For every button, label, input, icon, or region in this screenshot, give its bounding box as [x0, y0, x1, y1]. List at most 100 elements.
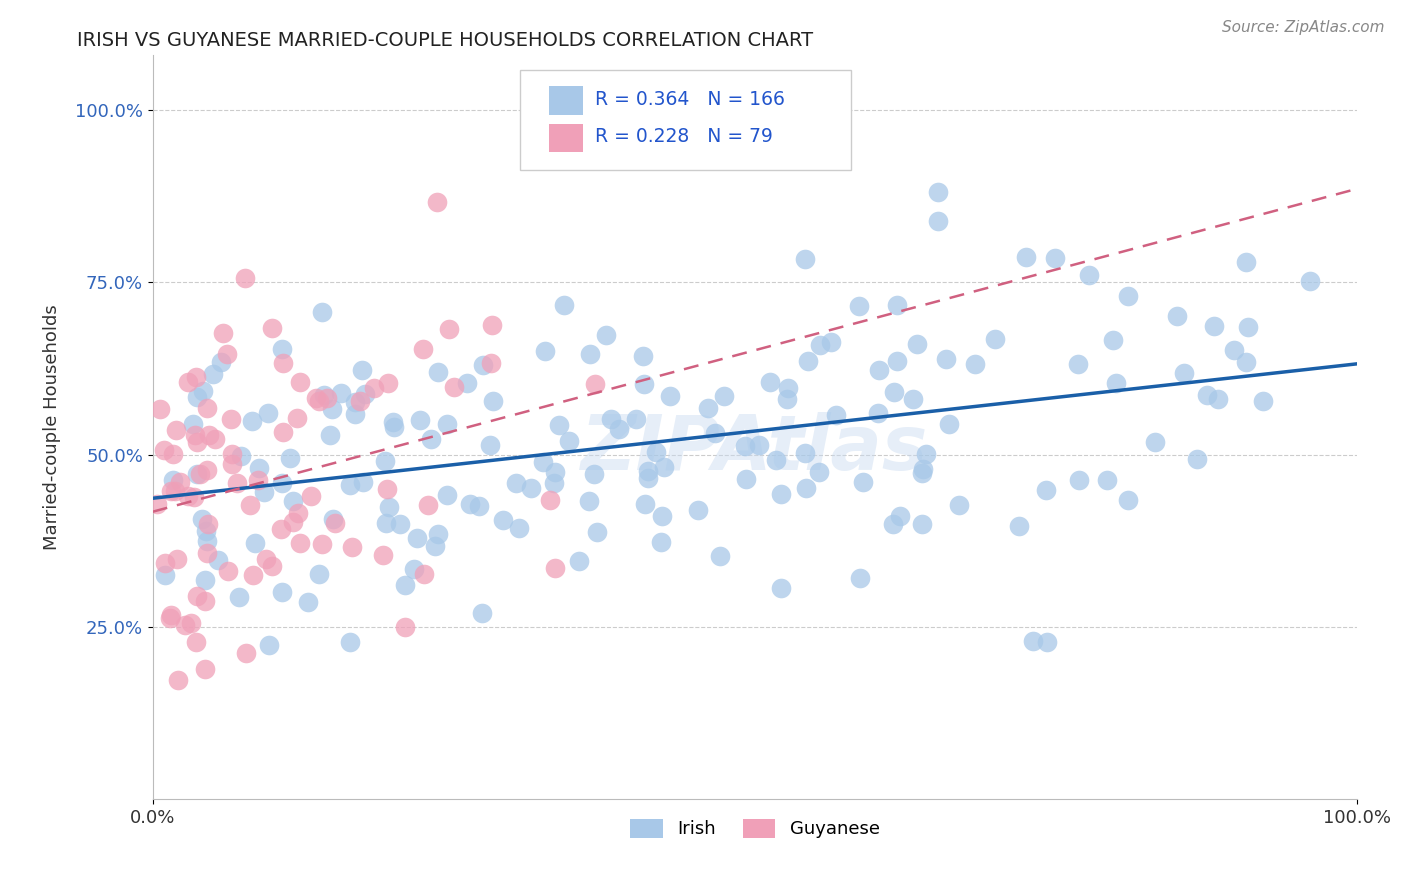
Point — [352, 475, 374, 490]
Point — [1299, 274, 1322, 288]
Point — [1185, 451, 1208, 466]
Point — [246, 473, 269, 487]
Point — [190, 512, 212, 526]
Point — [290, 376, 312, 390]
Point — [195, 546, 218, 560]
Point — [825, 408, 848, 422]
Point — [770, 582, 793, 596]
Point — [159, 607, 181, 622]
Point — [207, 553, 229, 567]
Point — [394, 578, 416, 592]
Point — [696, 401, 718, 415]
Point — [226, 475, 249, 490]
Point — [270, 585, 292, 599]
Point — [314, 388, 336, 402]
Point — [197, 516, 219, 531]
Point — [1197, 387, 1219, 401]
Point — [159, 610, 181, 624]
Point — [253, 485, 276, 500]
Point — [260, 559, 283, 574]
Point — [468, 500, 491, 514]
Y-axis label: Married-couple Households: Married-couple Households — [44, 304, 60, 549]
Point — [217, 565, 239, 579]
Point — [645, 445, 668, 459]
Point — [186, 590, 208, 604]
Text: IRISH VS GUYANESE MARRIED-COUPLE HOUSEHOLDS CORRELATION CHART: IRISH VS GUYANESE MARRIED-COUPLE HOUSEHO… — [77, 31, 814, 50]
Point — [868, 406, 890, 420]
Point — [583, 376, 606, 391]
Point — [935, 352, 957, 367]
Point — [634, 497, 657, 511]
Point — [703, 426, 725, 441]
Point — [162, 473, 184, 487]
Point — [297, 595, 319, 609]
Point — [794, 481, 817, 495]
Point — [1067, 357, 1090, 371]
Point — [177, 376, 200, 390]
Point — [194, 573, 217, 587]
Point — [531, 455, 554, 469]
Point — [436, 488, 458, 502]
Point — [882, 516, 904, 531]
Point — [186, 467, 208, 481]
Point — [558, 434, 581, 449]
Text: ZIPAtlas: ZIPAtlas — [581, 412, 928, 486]
Point — [927, 186, 949, 200]
Point — [402, 562, 425, 576]
Point — [305, 392, 328, 406]
Point — [505, 476, 527, 491]
Point — [169, 475, 191, 490]
Point — [316, 391, 339, 405]
Point — [353, 386, 375, 401]
Point — [194, 662, 217, 676]
Point — [1166, 309, 1188, 323]
Point — [427, 526, 450, 541]
Point — [948, 498, 970, 512]
Point — [183, 427, 205, 442]
Point — [281, 515, 304, 529]
Point — [1036, 635, 1059, 649]
Point — [240, 414, 263, 428]
Point — [418, 499, 440, 513]
Point — [413, 567, 436, 582]
Point — [426, 195, 449, 210]
Point — [553, 298, 575, 312]
Point — [194, 593, 217, 607]
Point — [472, 359, 495, 373]
Point — [184, 370, 207, 384]
Point — [637, 464, 659, 478]
Point — [633, 377, 655, 392]
Point — [301, 489, 323, 503]
Point — [378, 500, 401, 514]
Point — [651, 508, 673, 523]
Point — [308, 567, 330, 582]
FancyBboxPatch shape — [520, 70, 851, 170]
Point — [323, 516, 346, 530]
Point — [229, 449, 252, 463]
Point — [162, 447, 184, 461]
Point — [637, 471, 659, 485]
Point — [911, 466, 934, 480]
FancyBboxPatch shape — [548, 87, 582, 115]
Point — [146, 497, 169, 511]
Point — [195, 401, 218, 415]
Point — [889, 508, 911, 523]
Point — [1035, 483, 1057, 498]
Point — [374, 454, 396, 468]
Point — [650, 534, 672, 549]
Point — [262, 320, 284, 334]
Point — [793, 446, 815, 460]
Point — [543, 465, 565, 479]
Point — [709, 549, 731, 563]
Point — [478, 438, 501, 452]
Point — [257, 406, 280, 420]
Point — [191, 384, 214, 398]
Point — [186, 391, 208, 405]
Point — [886, 297, 908, 311]
Point — [409, 413, 432, 427]
Point — [765, 453, 787, 467]
Point — [633, 349, 655, 363]
Point — [166, 552, 188, 566]
Point — [245, 536, 267, 550]
Point — [734, 439, 756, 453]
